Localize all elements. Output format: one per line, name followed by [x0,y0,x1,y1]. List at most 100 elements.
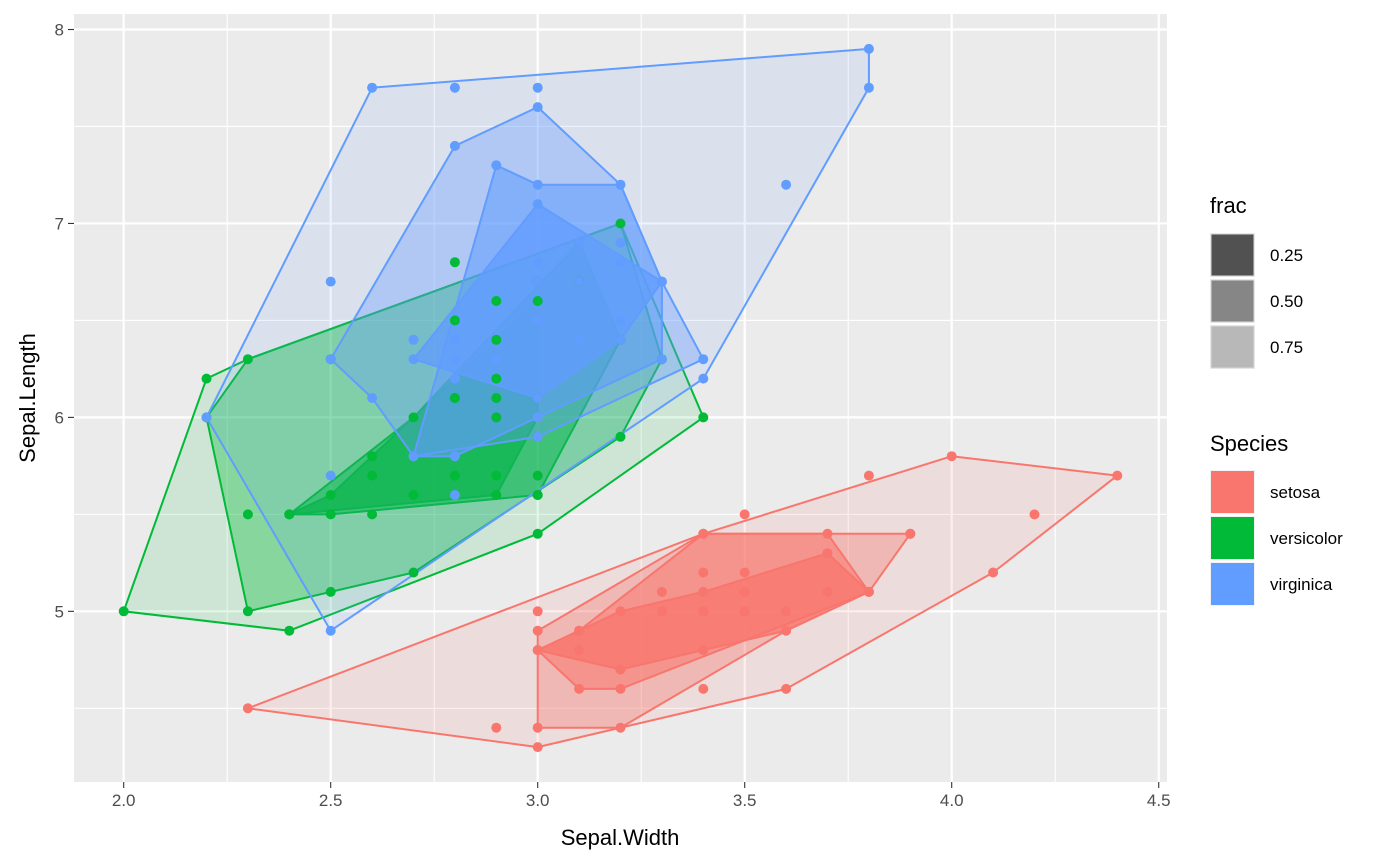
setosa-point [615,664,626,675]
virginica-point [532,179,543,190]
virginica-point [532,276,543,287]
legend-species-swatch [1211,471,1254,513]
setosa-point [698,528,709,539]
versicolor-point [491,470,502,481]
legend-species-label: versicolor [1270,529,1343,548]
virginica-point [491,354,502,365]
virginica-point [449,490,460,500]
virginica-point [863,43,874,54]
versicolor-point [615,218,626,229]
versicolor-point [532,296,543,306]
virginica-point [532,412,543,423]
setosa-point [739,586,750,597]
legend-frac-swatch [1210,233,1255,277]
y-tick-label: 8 [55,21,64,40]
virginica-point [532,431,543,442]
setosa-point [863,586,874,597]
setosa-point [656,586,667,597]
x-tick-label: 2.0 [112,791,136,810]
virginica-point [367,82,378,93]
versicolor-point [284,625,295,636]
setosa-point [781,683,792,694]
versicolor-point [408,412,419,423]
setosa-point [905,528,916,539]
versicolor-point [325,586,336,597]
versicolor-point [325,509,336,520]
versicolor-point [449,470,460,481]
virginica-point [532,315,543,326]
legend-frac: frac 0.25 0.50 0.75 [1210,193,1303,369]
versicolor-point [242,509,253,520]
virginica-point [656,276,667,287]
setosa-point [574,683,585,694]
versicolor-point [532,490,543,500]
versicolor-point [242,606,253,617]
y-tick-label: 7 [55,214,64,233]
setosa-point [1112,470,1123,481]
setosa-point [532,722,543,733]
virginica-point [615,237,626,248]
virginica-point [449,373,460,384]
legend-frac-label: 0.50 [1270,292,1303,311]
virginica-point [781,179,792,190]
setosa-point [615,683,626,694]
versicolor-point [408,567,419,578]
legend-frac-swatch [1210,325,1255,369]
virginica-point [367,393,378,403]
virginica-point [863,82,874,93]
versicolor-point [242,354,253,365]
setosa-point [863,470,874,481]
versicolor-point [325,490,336,500]
versicolor-point [201,373,212,384]
x-axis: 2.0 2.5 3.0 3.5 4.0 4.5 [112,782,1171,810]
versicolor-point [491,412,502,423]
versicolor-point [491,490,502,500]
versicolor-point [408,490,419,500]
versicolor-point [698,412,709,423]
legend-species-label: setosa [1270,483,1321,502]
legend-species: Species setosa versicolor virginica [1210,431,1343,606]
versicolor-point [615,431,626,442]
virginica-point [325,470,336,481]
versicolor-point [367,509,378,520]
setosa-point [532,742,543,753]
legend-frac-label: 0.75 [1270,338,1303,357]
setosa-point [739,606,750,617]
x-tick-label: 4.0 [940,791,964,810]
point-layer [118,43,1123,753]
setosa-point [946,451,957,462]
virginica-point [408,451,419,462]
virginica-point [532,199,543,210]
y-tick-label: 6 [55,408,64,427]
virginica-point [698,373,709,384]
x-tick-label: 3.5 [733,791,757,810]
setosa-point [698,586,709,597]
virginica-point [574,237,585,248]
x-axis-title: Sepal.Width [561,825,680,850]
legend-frac-swatch [1210,279,1255,323]
virginica-point [532,257,543,268]
setosa-point [615,722,626,733]
versicolor-point [491,393,502,403]
virginica-point [325,354,336,365]
x-tick-label: 2.5 [319,791,343,810]
virginica-point [615,334,626,345]
virginica-point [532,102,543,113]
virginica-point [491,160,502,171]
setosa-point [698,606,709,617]
setosa-point [822,548,833,559]
setosa-point [698,645,709,656]
versicolor-point [449,315,460,326]
setosa-point [574,625,585,636]
virginica-point [201,412,212,423]
setosa-point [532,625,543,636]
setosa-point [615,606,626,617]
setosa-point [988,567,999,578]
setosa-point [698,683,709,694]
versicolor-point [491,334,502,345]
x-tick-label: 3.0 [526,791,550,810]
versicolor-point [449,257,460,268]
virginica-point [615,179,626,190]
legend-species-title: Species [1210,431,1288,456]
